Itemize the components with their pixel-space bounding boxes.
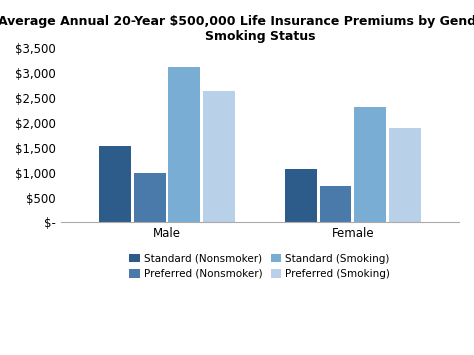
Bar [99,146,131,223]
Bar [319,186,351,223]
Bar [389,129,420,223]
Bar [285,169,317,223]
Bar [134,173,165,223]
Bar [354,107,386,223]
Bar [168,67,200,223]
Legend: Standard (Nonsmoker), Preferred (Nonsmoker), Standard (Smoking), Preferred (Smok: Standard (Nonsmoker), Preferred (Nonsmok… [129,254,391,279]
Bar [203,91,235,223]
Title: Average Annual 20-Year $500,000 Life Insurance Premiums by Gender and
Smoking St: Average Annual 20-Year $500,000 Life Ins… [0,15,474,43]
